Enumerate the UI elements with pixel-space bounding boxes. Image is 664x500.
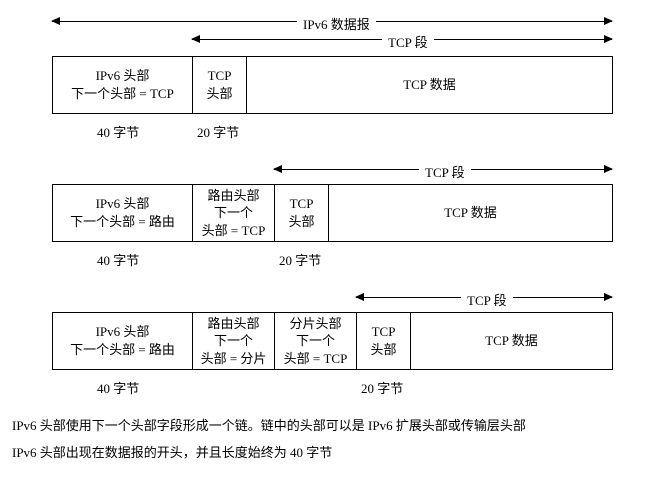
packet-3-group: IPv6 头部 下一个头部 = 路由 路由头部 下一个 头部 = 分片 分片头部… bbox=[12, 312, 652, 398]
route-next-l1: 下一个 bbox=[214, 204, 253, 222]
ipv6-next-route: 下一个头部 = 路由 bbox=[70, 213, 175, 231]
under-labels-3: 40 字节 20 字节 bbox=[52, 376, 612, 398]
tcp-segment-label-2: TCP 段 bbox=[419, 162, 471, 181]
tcp-hdr-l1: TCP bbox=[208, 67, 232, 85]
under-labels-2: 40 字节 20 字节 bbox=[52, 248, 612, 270]
bytes20-1: 20 字节 bbox=[197, 122, 239, 141]
bytes40-1: 40 字节 bbox=[97, 122, 139, 141]
bytes20-3: 20 字节 bbox=[361, 378, 403, 397]
route-next-l1-2: 下一个 bbox=[214, 332, 253, 350]
packet-3: IPv6 头部 下一个头部 = 路由 路由头部 下一个 头部 = 分片 分片头部… bbox=[52, 312, 613, 370]
bytes40-3: 40 字节 bbox=[97, 378, 139, 397]
tcp-segment-label-3: TCP 段 bbox=[461, 290, 513, 309]
packet-1: IPv6 头部 下一个头部 = TCP TCP 头部 TCP 数据 bbox=[52, 56, 613, 114]
tcp-hdr-l2: 头部 bbox=[206, 85, 232, 103]
bytes20-2: 20 字节 bbox=[279, 250, 321, 269]
ipv6-header-title: IPv6 头部 bbox=[96, 67, 150, 85]
ipv6-header-3: IPv6 头部 下一个头部 = 路由 bbox=[53, 313, 193, 369]
route-hdr-title-2: 路由头部 bbox=[207, 315, 259, 333]
arrow-3: TCP 段 bbox=[52, 288, 612, 308]
packet-2-group: IPv6 头部 下一个头部 = 路由 路由头部 下一个 头部 = TCP TCP… bbox=[12, 184, 652, 270]
tcp-hdr2-l1: TCP bbox=[290, 195, 314, 213]
packet-1-group: IPv6 头部 下一个头部 = TCP TCP 头部 TCP 数据 40 字节 … bbox=[12, 56, 652, 142]
frag-header: 分片头部 下一个 头部 = TCP bbox=[275, 313, 357, 369]
tcp-hdr3-l1: TCP bbox=[372, 323, 396, 341]
diagram-canvas: IPv6 数据报 TCP 段 IPv6 头部 下一个头部 = TCP TCP 头… bbox=[12, 12, 652, 464]
tcp-data-label: TCP 数据 bbox=[403, 76, 456, 94]
tcp-header-3: TCP 头部 bbox=[357, 313, 411, 369]
ipv6-next-tcp: 下一个头部 = TCP bbox=[71, 85, 174, 103]
tcp-header-2: TCP 头部 bbox=[275, 185, 329, 241]
caption-line-1: IPv6 头部使用下一个头部字段形成一个链。链中的头部可以是 IPv6 扩展头部… bbox=[12, 416, 652, 437]
route-next-frag: 头部 = 分片 bbox=[201, 350, 267, 368]
ipv6-header-title-2: IPv6 头部 bbox=[96, 195, 150, 213]
tcp-data-label-2: TCP 数据 bbox=[444, 204, 497, 222]
tcp-data-3: TCP 数据 bbox=[411, 313, 613, 369]
route-hdr-title: 路由头部 bbox=[207, 187, 259, 205]
top-arrows: IPv6 数据报 TCP 段 bbox=[52, 12, 612, 52]
ipv6-header-1: IPv6 头部 下一个头部 = TCP bbox=[53, 57, 193, 113]
tcp-data-label-3: TCP 数据 bbox=[485, 332, 538, 350]
frag-hdr-title: 分片头部 bbox=[289, 315, 341, 333]
frag-next-tcp: 头部 = TCP bbox=[284, 350, 348, 368]
tcp-data-2: TCP 数据 bbox=[329, 185, 613, 241]
tcp-hdr2-l2: 头部 bbox=[288, 213, 314, 231]
route-header-2: 路由头部 下一个 头部 = 分片 bbox=[193, 313, 275, 369]
bytes40-2: 40 字节 bbox=[97, 250, 139, 269]
arrow-2: TCP 段 bbox=[52, 160, 612, 180]
packet-2: IPv6 头部 下一个头部 = 路由 路由头部 下一个 头部 = TCP TCP… bbox=[52, 184, 613, 242]
tcp-data-1: TCP 数据 bbox=[247, 57, 613, 113]
route-next-tcp: 头部 = TCP bbox=[202, 222, 266, 240]
under-labels-1: 40 字节 20 字节 bbox=[52, 120, 612, 142]
tcp-hdr3-l2: 头部 bbox=[370, 341, 396, 359]
tcp-header-1: TCP 头部 bbox=[193, 57, 247, 113]
ipv6-header-title-3: IPv6 头部 bbox=[96, 323, 150, 341]
ipv6-header-2: IPv6 头部 下一个头部 = 路由 bbox=[53, 185, 193, 241]
frag-next-l1: 下一个 bbox=[296, 332, 335, 350]
ipv6-next-route-3: 下一个头部 = 路由 bbox=[70, 341, 175, 359]
caption-line-2: IPv6 头部出现在数据报的开头，并且长度始终为 40 字节 bbox=[12, 443, 652, 464]
tcp-segment-label-1: TCP 段 bbox=[382, 32, 434, 51]
route-header-1: 路由头部 下一个 头部 = TCP bbox=[193, 185, 275, 241]
